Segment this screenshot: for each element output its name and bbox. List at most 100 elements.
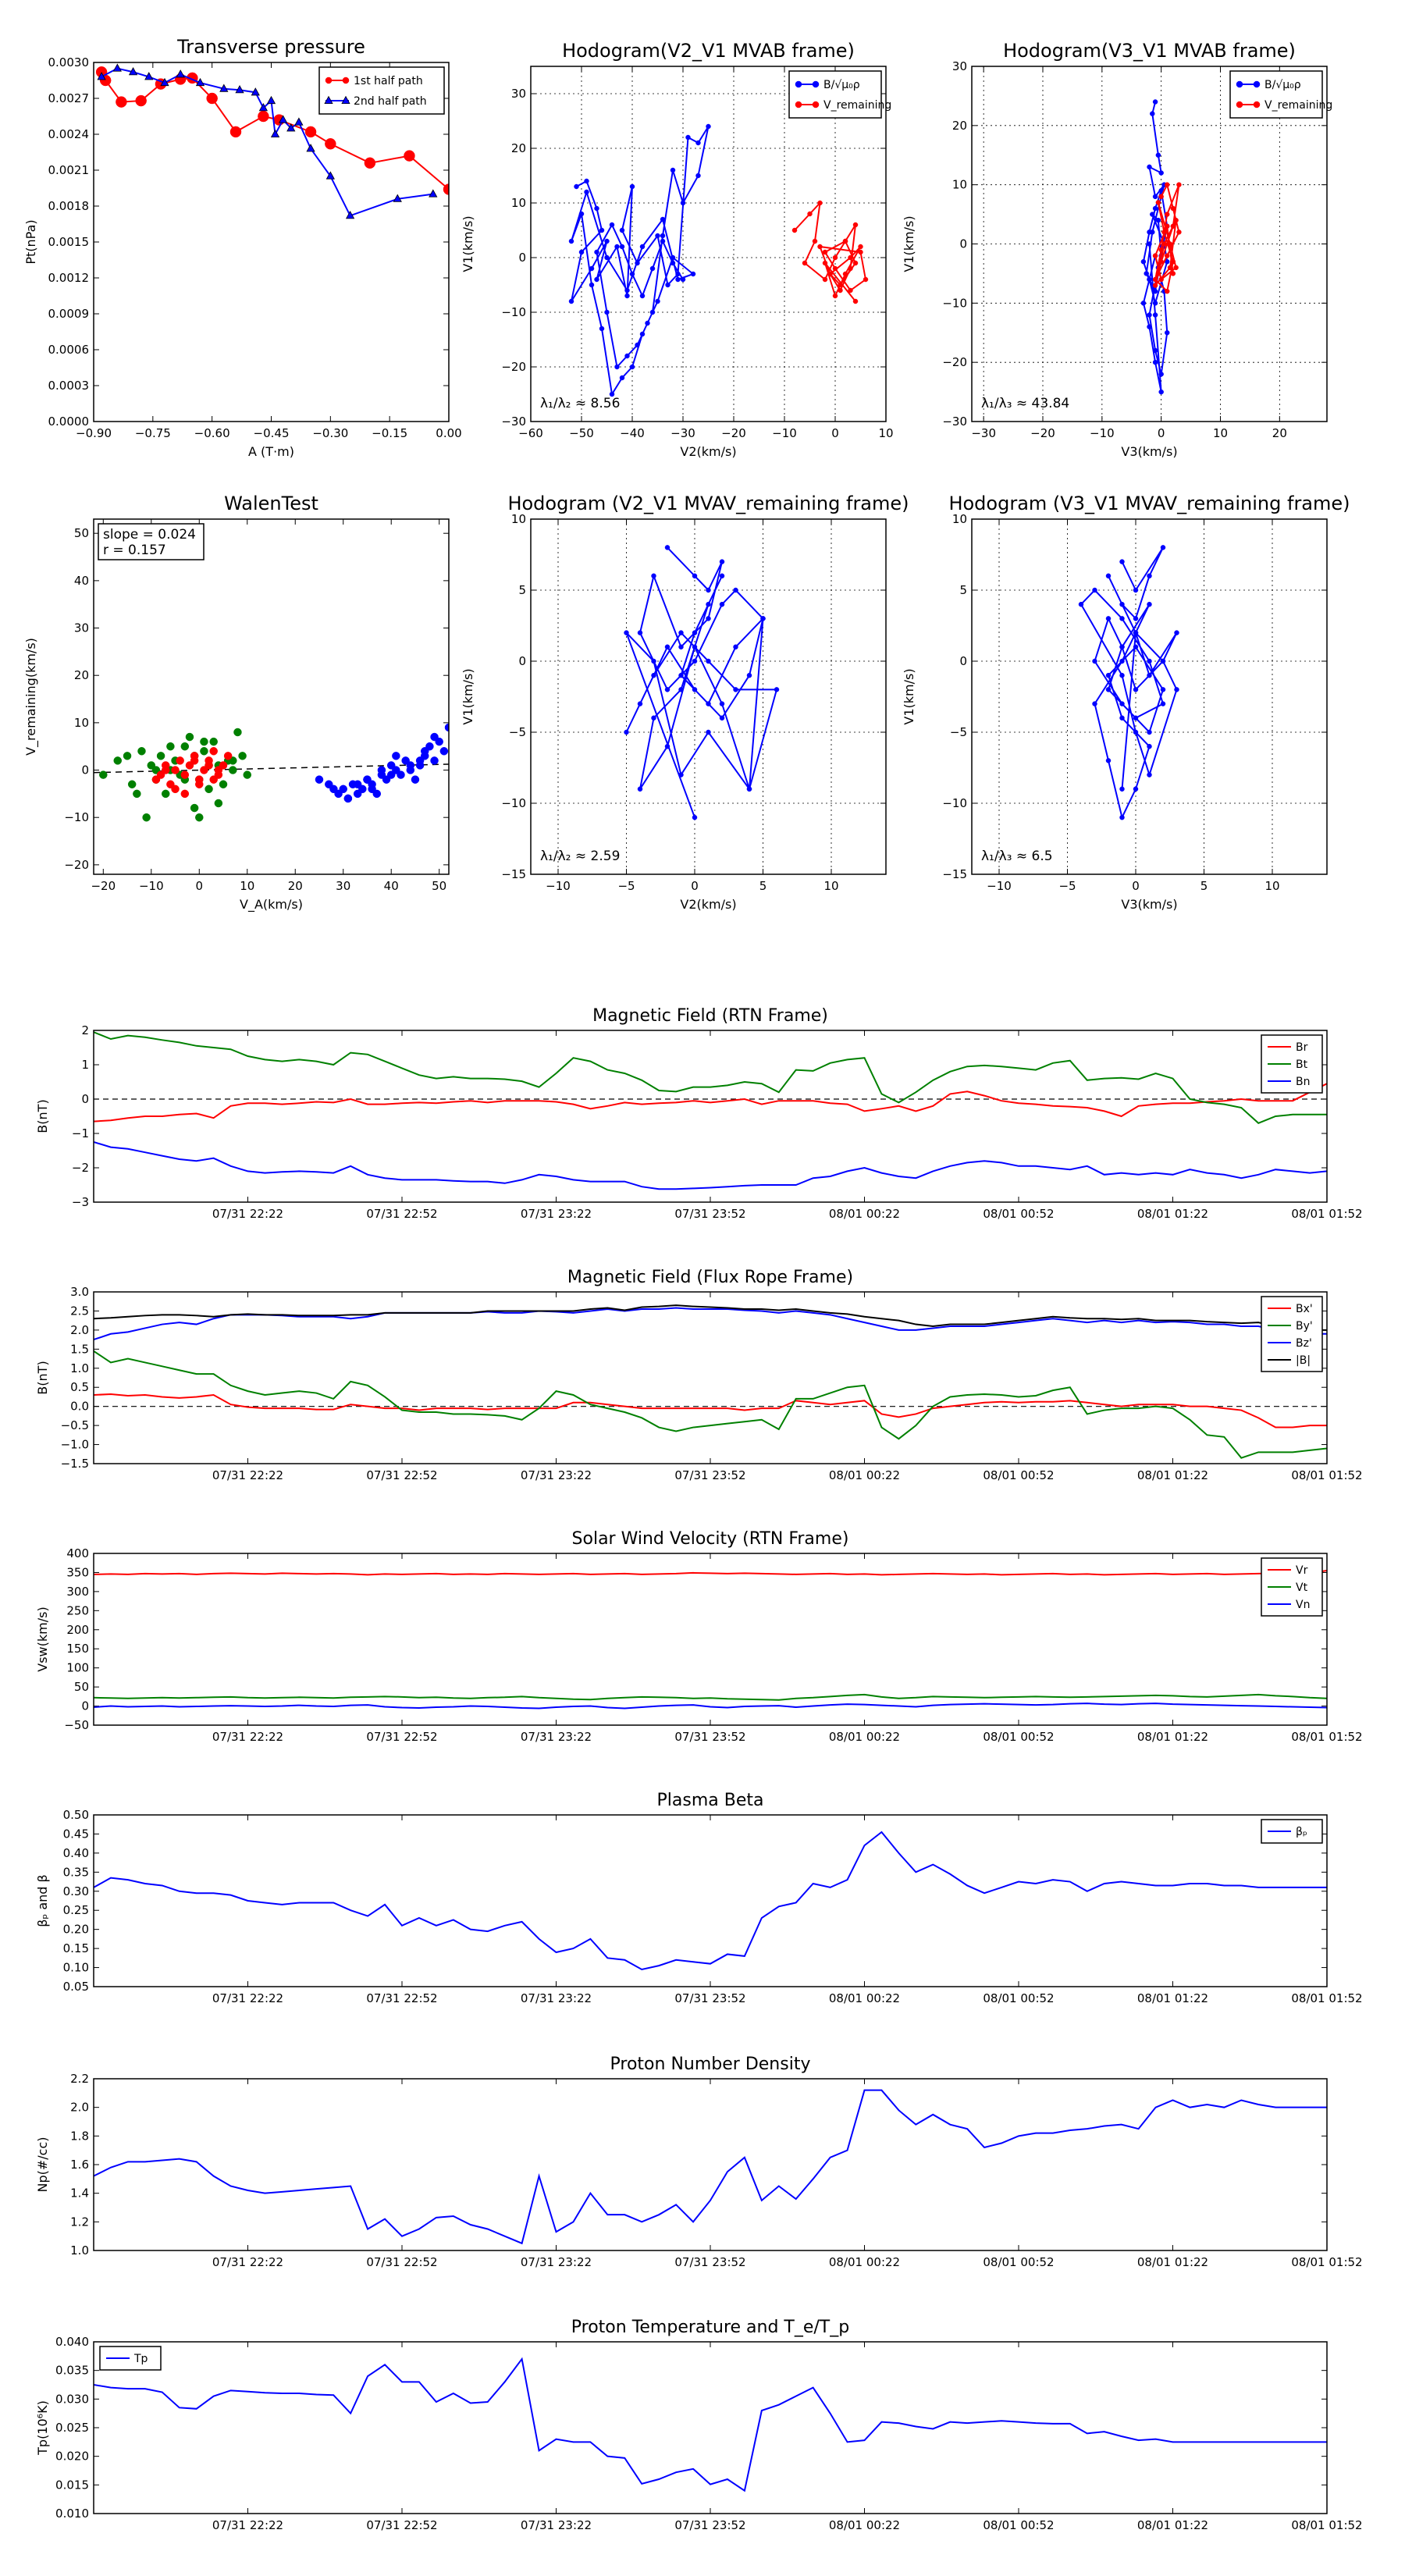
h4-series-0-point <box>1147 772 1152 777</box>
h3-series-0-point <box>706 601 711 607</box>
walen-series-1-point <box>176 756 184 765</box>
walen-annotation-box <box>98 523 205 560</box>
h1-series-B-point <box>639 331 646 337</box>
h1-series-Vremaining-point <box>858 249 863 255</box>
h4-series-0-point <box>1133 587 1139 593</box>
h1-series-B-point <box>624 287 630 294</box>
h1-ytick-label: −30 <box>501 415 526 429</box>
np-xtick-label: 08/01 01:22 <box>1137 2255 1208 2269</box>
h3-series-0-point <box>719 715 725 721</box>
mag_rtn-xtick-label: 08/01 00:52 <box>983 1207 1054 1221</box>
tpp-ytick-label: 0.040 <box>55 2335 89 2349</box>
h4-series-0-point <box>1119 616 1125 621</box>
walen-series-2-point <box>411 775 420 784</box>
h1-series-Vremaining-point <box>838 282 843 288</box>
vsw-panel: 07/31 22:22 07/31 22:52 07/31 23:22 07/31 2… <box>35 1529 1363 1744</box>
beta-ytick-label: 0.35 <box>63 1865 89 1879</box>
tp-xtick-label: 0.00 <box>436 426 461 440</box>
tp-title: Transverse pressure <box>176 36 365 58</box>
h4-series-0-point <box>1147 658 1152 664</box>
walen-series-2-point <box>430 732 439 742</box>
h3-ytick-label: 0 <box>518 654 526 668</box>
h2-legend-marker <box>1236 101 1243 109</box>
h2-series-B-point <box>1144 271 1149 276</box>
tp-series-2ndhalfpath-point <box>270 129 280 138</box>
h4-series-0-point <box>1119 786 1125 792</box>
h3-xlabel: V2(km/s) <box>680 897 736 912</box>
beta-ytick-label: 0.30 <box>63 1884 89 1898</box>
h3-series-0-point <box>719 573 725 579</box>
walen-series-2-point <box>353 780 362 788</box>
mag_fr-xtick-label: 08/01 01:22 <box>1137 1468 1208 1482</box>
np-title: Proton Number Density <box>610 2055 811 2074</box>
walen-ytick-label: 40 <box>74 574 89 588</box>
vsw-xtick-label: 07/31 22:52 <box>366 1730 437 1744</box>
tp-series-2ndhalfpath-point <box>345 211 355 219</box>
h4-series-0-point <box>1160 687 1166 692</box>
mag_fr-ytick-label: −1.0 <box>61 1438 89 1452</box>
h1-series-B-point <box>594 205 599 212</box>
mag_rtn-series-Br-line <box>94 1083 1327 1123</box>
h2-series-Vremaining-point <box>1158 276 1164 283</box>
h3-xtick-label: −5 <box>617 879 635 893</box>
h2-xtick-label: 20 <box>1272 426 1287 440</box>
h1-series-B-point <box>660 238 666 244</box>
vsw-ytick-label: 250 <box>66 1603 89 1617</box>
walen-series-2-point <box>368 785 376 794</box>
h2-xtick-label: 0 <box>1158 426 1165 440</box>
walen-series-1-point <box>195 780 204 788</box>
np-ytick-label: 1.0 <box>70 2243 89 2258</box>
walen-series-2-point <box>343 794 353 803</box>
beta-series--line <box>94 1831 1327 1971</box>
h1-legend-marker <box>795 80 802 88</box>
h2-series-B-point <box>1158 389 1164 395</box>
h2-series-Vremaining-point <box>1170 271 1176 276</box>
tp-series-1sthalfpath-point <box>304 126 317 138</box>
walen-series-0-point <box>200 737 208 746</box>
h2-series-B-point <box>1152 347 1158 354</box>
h4-series-0-point <box>1119 715 1125 721</box>
h3-series-0-point <box>733 687 738 692</box>
h3-title: Hodogram (V2_V1 MVAV_remaining frame) <box>507 493 909 514</box>
h1-series-B-point <box>670 260 676 266</box>
h2-series-Vremaining-point <box>1165 253 1170 258</box>
h1-series-Vremaining-point <box>827 271 833 277</box>
h1-xlabel: V2(km/s) <box>680 444 736 459</box>
beta-frame <box>93 1814 1328 1987</box>
h2-series-Vremaining-point <box>1158 194 1164 200</box>
walen-series-0-point <box>195 813 204 822</box>
h1-ytick-label: 0 <box>518 251 526 265</box>
walen-xtick-label: 40 <box>384 879 399 893</box>
walen-series-1-point <box>209 775 218 784</box>
tp-ytick-label: 0.0021 <box>48 163 90 177</box>
h1-series-B-point <box>655 233 660 239</box>
h4-xtick-label: −10 <box>987 879 1012 893</box>
vsw-xtick-label: 08/01 01:22 <box>1137 1730 1208 1744</box>
tp-series-2ndhalfpath-point <box>258 103 269 112</box>
np-ytick-label: 1.2 <box>70 2215 89 2229</box>
mag_fr-xtick-label: 08/01 00:52 <box>983 1468 1054 1482</box>
h3-series-0-point <box>692 687 698 692</box>
h4-series-0-point <box>1133 715 1139 721</box>
h2-series-Vremaining-point <box>1170 259 1176 265</box>
tpp-legend-label: Tp <box>133 2353 148 2365</box>
vsw-ytick-label: 100 <box>66 1661 89 1675</box>
h3-series-0-line <box>625 546 778 818</box>
vsw-ytick-label: 50 <box>74 1680 89 1694</box>
h1-series-B-point <box>589 265 595 272</box>
h2-ytick-label: −30 <box>942 415 967 429</box>
h3-series-0-point <box>733 587 738 593</box>
h2-xtick-label: −10 <box>1090 426 1115 440</box>
h1-series-B-point <box>675 276 681 283</box>
mag_fr-ytick-label: −1.5 <box>61 1457 89 1471</box>
np-ytick-label: 1.8 <box>70 2129 89 2143</box>
h1-series-B-point <box>578 211 585 217</box>
tpp-xtick-label: 07/31 22:52 <box>366 2518 437 2532</box>
h2-series-Vremaining-point <box>1152 253 1158 258</box>
h1-series-B-point <box>604 238 610 244</box>
mag_rtn-title: Magnetic Field (RTN Frame) <box>592 1006 828 1026</box>
tp-legend-marker <box>342 76 350 84</box>
h1-series-B-point <box>629 183 635 190</box>
